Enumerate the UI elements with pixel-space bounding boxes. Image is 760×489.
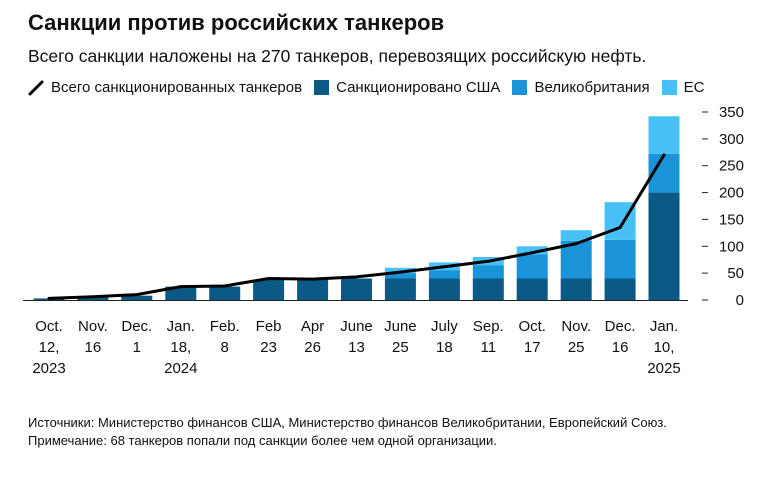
x-tick-label: Oct. 12, 2023 <box>32 318 65 377</box>
bar-eu-14 <box>648 116 680 154</box>
bar-us-5 <box>253 279 285 300</box>
y-tick-label: 200 <box>719 185 744 202</box>
y-tick-label: 0 <box>736 292 744 309</box>
x-tick-label: Apr 26 <box>301 318 324 356</box>
legend-label-eu: ЕС <box>683 79 705 96</box>
legend-item-eu: ЕС <box>661 79 705 96</box>
footnotes: Источники: Министерство финансов США, Ми… <box>28 414 748 450</box>
y-tick-label: 300 <box>719 131 744 148</box>
bar-uk-10 <box>472 265 504 279</box>
bar-us-2 <box>121 295 153 300</box>
x-tick-label: Feb 23 <box>256 318 282 356</box>
y-tick-label: 250 <box>719 158 744 175</box>
legend-swatch-uk <box>512 80 528 95</box>
bar-us-7 <box>341 278 372 300</box>
bar-uk-9 <box>428 270 460 279</box>
bar-us-3 <box>165 286 197 300</box>
y-tick-label: 100 <box>719 238 744 255</box>
legend-label-us: Санкционировано США <box>336 79 501 96</box>
footnote: Примечание: 68 танкеров попали под санкц… <box>28 433 497 448</box>
y-tick-label: 350 <box>719 104 744 121</box>
y-tick-label: 50 <box>727 265 744 282</box>
legend-swatch-us <box>314 80 330 95</box>
x-tick-label: July 18 <box>431 318 458 356</box>
chart-plot: 0 50 100 150 200 250 300 350 Oct. 12, 2023 Nov. 16 De… <box>23 104 744 377</box>
sources-note: Источники: Министерство финансов США, Ми… <box>28 415 667 430</box>
total-tankers-line <box>47 153 666 300</box>
chart-title: Санкции против российских танкеров <box>28 10 445 35</box>
x-tick-label: Sep. 11 <box>473 318 504 356</box>
x-tick-label: Jan. 18, 2024 <box>164 318 197 377</box>
x-tick-label: Dec. 1 <box>121 318 152 356</box>
x-tick-label: Dec. 16 <box>605 318 636 356</box>
bar-eu-12 <box>560 230 592 241</box>
bar-eu-11 <box>516 246 548 255</box>
x-tick-label: Jan. 10, 2025 <box>647 318 680 377</box>
x-tick-label: June 25 <box>384 318 417 356</box>
x-tick-label: Nov. 16 <box>78 318 108 356</box>
legend-item-total: Всего санкционированных танкеров <box>28 79 302 96</box>
bar-eu-8 <box>384 267 416 274</box>
legend-item-uk: Великобритания <box>512 79 650 96</box>
x-tick-label: Feb. 8 <box>210 318 240 356</box>
bar-us-12 <box>560 278 592 300</box>
bar-uk-13 <box>604 239 636 279</box>
legend: Всего санкционированных танкеров Санкцио… <box>28 79 716 96</box>
x-tick-label: Oct. 17 <box>518 318 546 356</box>
bar-us-1 <box>77 297 109 300</box>
y-tick-label: 150 <box>719 211 744 228</box>
bar-us-11 <box>516 278 548 300</box>
legend-label-uk: Великобритания <box>534 79 650 96</box>
legend-swatch-eu <box>661 80 677 95</box>
x-tick-label: Nov. 25 <box>561 318 591 356</box>
chart-subtitle: Всего санкции наложены на 270 танкеров, … <box>28 46 647 66</box>
bar-uk-11 <box>516 254 548 279</box>
legend-line-swatch <box>28 80 44 95</box>
legend-item-us: Санкционировано США <box>314 79 500 96</box>
bar-us-8 <box>384 278 416 300</box>
bar-us-14 <box>648 192 680 300</box>
bar-uk-8 <box>384 273 416 279</box>
bar-us-10 <box>472 278 504 300</box>
bar-us-13 <box>604 278 636 300</box>
bar-us-6 <box>297 279 329 300</box>
bar-us-9 <box>428 278 460 300</box>
legend-label-total: Всего санкционированных танкеров <box>51 79 303 96</box>
x-tick-label: June 13 <box>340 318 373 356</box>
bar-us-4 <box>209 286 241 300</box>
